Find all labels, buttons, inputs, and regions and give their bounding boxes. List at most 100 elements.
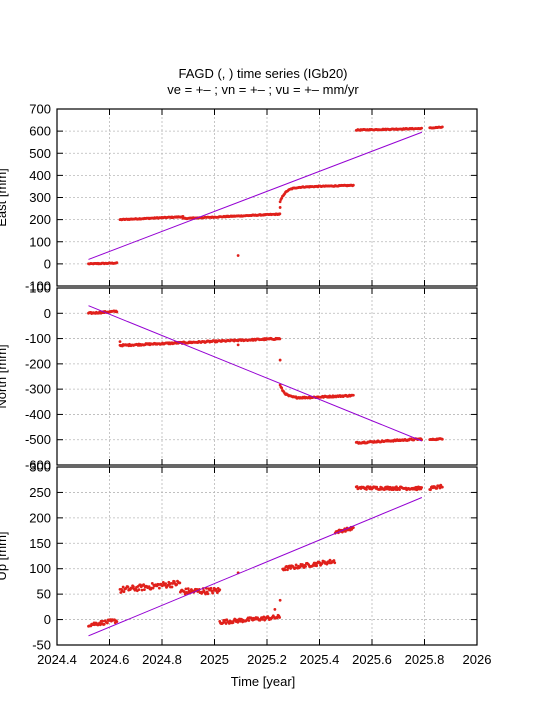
data-point (184, 587, 188, 591)
data-point (209, 586, 213, 590)
data-point (102, 622, 106, 626)
data-point (106, 621, 109, 625)
x-tick-label: 2024.6 (90, 652, 130, 667)
data-layer (87, 125, 444, 266)
data-point (186, 591, 189, 595)
y-tick-label: 100 (29, 561, 51, 576)
data-point (351, 393, 355, 397)
y-axis-label: Up [mm] (0, 531, 9, 580)
data-point (440, 437, 444, 441)
y-tick-label: 250 (29, 485, 51, 500)
x-tick-label: 2025.2 (247, 652, 287, 667)
y-tick-label: -100 (25, 279, 51, 294)
panel-north: -600 -500 -400 -300 -200 -100 0 100 North [mm] (0, 281, 478, 473)
data-point (121, 585, 125, 589)
y-tick-label: 100 (29, 281, 51, 296)
data-point (263, 618, 267, 622)
x-tick-label: 2025.6 (352, 652, 392, 667)
y-tick-label: 0 (44, 256, 51, 271)
data-point (440, 485, 444, 489)
data-point (420, 126, 424, 130)
data-point (289, 567, 293, 570)
y-tick-label: -500 (25, 432, 51, 447)
data-point (126, 585, 130, 589)
data-point (415, 488, 419, 492)
data-point (332, 559, 336, 562)
data-point-outlier (236, 254, 240, 257)
data-point (131, 585, 135, 589)
data-point (211, 591, 215, 595)
data-point (365, 487, 368, 491)
y-tick-label: -50 (32, 638, 51, 653)
data-point (137, 588, 141, 592)
panel-east: -100 0 100 200 300 400 500 600 700 East [mm] (0, 102, 478, 294)
data-point (171, 582, 175, 585)
data-point (147, 585, 151, 589)
data-point (182, 590, 186, 594)
data-point (140, 588, 144, 592)
data-point (398, 488, 401, 492)
data-point (351, 183, 355, 187)
data-point (283, 568, 287, 572)
data-point-outlier (278, 358, 282, 362)
data-point (143, 588, 146, 592)
data-point (157, 586, 161, 590)
data-point (435, 486, 439, 490)
chart-title: FAGD (, ) time series (IGb20) (178, 66, 347, 81)
x-tick-label: 2025 (200, 652, 229, 667)
data-point (440, 125, 444, 129)
data-point (204, 592, 207, 596)
data-point (218, 588, 222, 592)
y-tick-label: -400 (25, 407, 51, 422)
data-point (333, 561, 337, 565)
data-point (278, 616, 281, 619)
y-tick-label: 300 (29, 460, 51, 475)
data-point (101, 619, 105, 623)
y-tick-label: 100 (29, 234, 51, 249)
y-tick-label: 150 (29, 536, 51, 551)
data-point (178, 581, 182, 585)
x-tick-label: 2024.4 (37, 652, 77, 667)
y-tick-label: 0 (44, 306, 51, 321)
y-tick-label: 400 (29, 168, 51, 183)
x-tick-label: 2025.8 (405, 652, 445, 667)
data-point (325, 562, 329, 566)
data-point (315, 564, 319, 568)
data-point (351, 526, 355, 530)
data-point (247, 619, 251, 622)
data-point (122, 590, 126, 594)
y-tick-label: 700 (29, 102, 51, 117)
y-tick-label: 500 (29, 146, 51, 161)
data-point (328, 558, 332, 562)
trend-line (88, 497, 423, 637)
data-point (151, 586, 155, 590)
data-point (278, 337, 282, 341)
y-tick-label: 300 (29, 190, 51, 205)
y-tick-label: 200 (29, 510, 51, 525)
trend-line (88, 305, 423, 442)
panel-frame (56, 287, 478, 466)
chart-subtitle: ve = +– ; vn = +– ; vu = +– mm/yr (167, 82, 359, 97)
y-tick-label: -200 (25, 356, 51, 371)
data-point (115, 310, 119, 314)
y-axis-label: East [mm] (0, 168, 9, 227)
trend-line (88, 131, 423, 260)
data-point (186, 587, 190, 591)
data-point-outlier (278, 598, 282, 602)
y-axis-label: North [mm] (0, 344, 9, 408)
data-point (115, 261, 119, 264)
data-point (278, 212, 282, 216)
data-point (150, 581, 154, 585)
data-layer (87, 305, 444, 445)
y-tick-label: 600 (29, 124, 51, 139)
data-point (206, 592, 210, 596)
y-tick-label: -100 (25, 331, 51, 346)
x-axis-label: Time [year] (231, 674, 296, 689)
data-point-outlier (278, 206, 282, 209)
data-point-outlier (118, 340, 122, 344)
panel-frame (56, 108, 478, 287)
data-point (383, 488, 386, 491)
x-tick-label: 2024.8 (142, 652, 182, 667)
